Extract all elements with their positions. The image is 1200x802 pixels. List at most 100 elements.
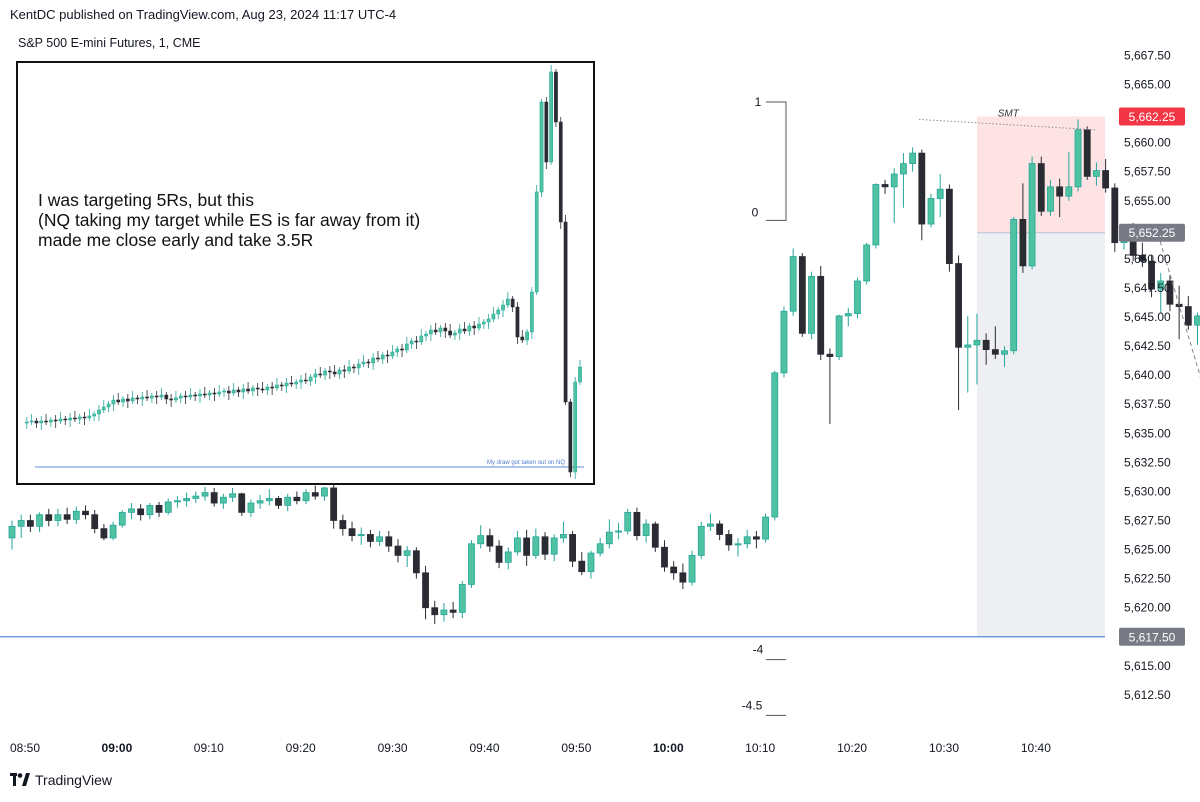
inset-candle-body <box>77 416 82 420</box>
inset-candle-body <box>251 387 255 392</box>
fib-level-label: -4 <box>753 643 764 657</box>
candle-body <box>1065 186 1073 197</box>
inset-candle-body <box>578 366 582 383</box>
candle-body <box>495 545 503 563</box>
candle-body <box>91 514 99 530</box>
candle-body <box>256 500 264 504</box>
drawing-overlays: SMT 1 0 -4 -4.5 <box>742 95 1200 716</box>
candle-body <box>17 520 25 527</box>
inset-candle-body <box>24 421 29 424</box>
inset-candle-body <box>472 325 477 329</box>
candle-body <box>798 256 806 334</box>
candle-body <box>670 566 678 574</box>
inset-candle-body <box>549 71 553 163</box>
candle-body <box>624 511 632 532</box>
inset-candle-body <box>342 369 347 372</box>
candle-body <box>854 280 861 314</box>
inset-candle-body <box>554 71 558 123</box>
time-axis[interactable]: 08:50 09:00 09:10 09:20 09:30 09:40 09:50 10:00… <box>10 741 1051 755</box>
candle-body <box>734 543 742 546</box>
inset-candle-body <box>101 406 106 411</box>
candle-body <box>275 498 282 506</box>
inset-candle-body <box>424 333 428 337</box>
price-tag <box>1119 627 1185 646</box>
price-tick-label: 5,637.50 <box>1124 397 1171 411</box>
candle-body <box>293 496 301 502</box>
candle-body <box>835 315 843 357</box>
price-axis[interactable]: 5,612.50 5,615.00 5,617.50 5,620.00 5,622.50… <box>1119 48 1185 702</box>
time-tick-label: 09:10 <box>194 741 224 755</box>
inset-candle-body <box>217 391 222 395</box>
symbol-title[interactable]: S&P 500 E-mini Futures, 1, CME <box>18 36 201 50</box>
candle-body <box>54 514 62 521</box>
inset-candle-body <box>140 396 145 400</box>
inset-candle-body <box>308 376 313 382</box>
price-tick-label: 5,647.50 <box>1124 281 1171 295</box>
annotation-text: I was targeting 5Rs, but this (NQ taking… <box>38 190 578 250</box>
inset-candle-body <box>457 328 462 334</box>
inset-candle-body <box>429 329 433 335</box>
nq-inset-chart: My draw got taken out on NQ <box>16 61 595 485</box>
inset-candle-body <box>241 388 246 393</box>
inset-candle-body <box>212 392 217 395</box>
candle-body <box>449 609 457 613</box>
inset-candle-body <box>501 304 505 311</box>
candle-body <box>725 534 733 546</box>
inset-candle-body <box>404 343 409 351</box>
candle-body <box>422 572 429 609</box>
inset-candle-body <box>49 419 53 423</box>
candle-body <box>1184 306 1192 326</box>
candle-body <box>36 514 43 527</box>
candle-body <box>82 510 89 516</box>
time-tick-label: 10:20 <box>837 741 867 755</box>
inset-candle-body <box>159 394 164 398</box>
candle-body <box>1111 187 1119 244</box>
price-tick-label: 5,620.00 <box>1124 601 1171 615</box>
candle-body <box>118 511 126 526</box>
inset-candle-body <box>534 191 539 293</box>
candle-body <box>486 535 494 547</box>
candle-body <box>238 493 246 513</box>
candle-body <box>321 487 328 497</box>
candle-body <box>918 152 926 225</box>
candle-body <box>541 536 549 555</box>
candle-body <box>348 528 356 537</box>
inset-candle-body <box>34 420 39 424</box>
candle-body <box>155 504 163 513</box>
inset-candle-body <box>303 379 308 382</box>
candle-body <box>1037 163 1045 212</box>
inset-candle-body <box>63 418 68 421</box>
inset-candle-body <box>453 332 457 336</box>
candle-body <box>192 495 200 499</box>
tradingview-brand[interactable]: TradingView <box>10 771 112 789</box>
inset-candle-body <box>419 335 424 343</box>
inset-candle-body <box>539 101 544 193</box>
inset-candle-body <box>438 327 443 333</box>
candle-body <box>808 275 815 334</box>
candle-body <box>909 152 917 164</box>
candle-body <box>1194 315 1200 326</box>
time-tick-label: 09:20 <box>286 741 316 755</box>
candle-body <box>26 520 34 527</box>
candle-body <box>762 516 769 540</box>
inset-candle-body <box>558 121 563 223</box>
inset-candle-body <box>29 420 34 423</box>
candle-body <box>367 534 374 542</box>
inset-candle-body <box>178 395 183 399</box>
candle-body <box>229 493 236 498</box>
brand-name: TradingView <box>35 772 113 788</box>
candle-body <box>964 344 972 348</box>
candle-body <box>973 339 981 346</box>
candle-body <box>45 514 53 521</box>
candles <box>8 119 1200 624</box>
inset-candle-body <box>496 309 501 315</box>
inset-candle-body <box>481 321 486 325</box>
time-tick-label: 09:00 <box>102 741 133 755</box>
inset-candle-body <box>328 370 332 373</box>
inset-candle-body <box>231 389 236 394</box>
inset-candle-body <box>275 384 279 389</box>
candle-body <box>265 498 273 502</box>
candle-body <box>752 536 760 540</box>
candle-body <box>642 523 650 537</box>
